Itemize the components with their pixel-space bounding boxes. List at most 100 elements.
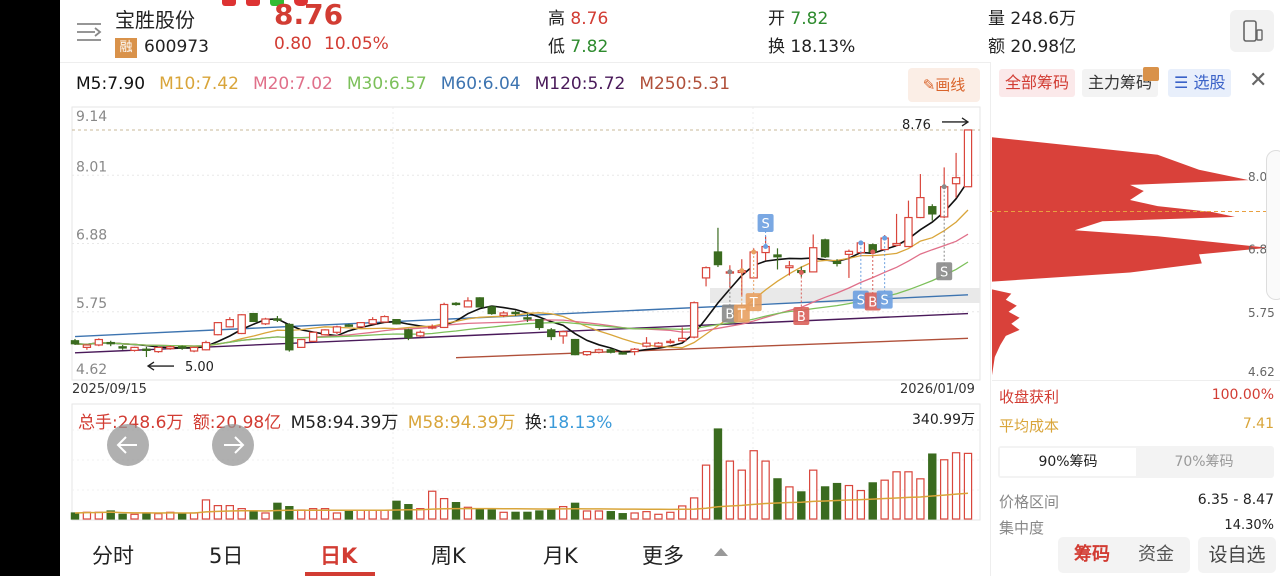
candle-body — [285, 323, 294, 351]
tab-all-chips[interactable]: 全部筹码 — [999, 69, 1076, 97]
candle-body — [558, 331, 568, 337]
candle — [118, 344, 127, 350]
date-start: 2025/09/15 — [72, 382, 147, 397]
volume-bar — [809, 469, 818, 520]
candle-body — [892, 242, 901, 246]
chip-panel — [990, 62, 1280, 576]
candle — [297, 338, 306, 348]
candle-body — [916, 196, 925, 219]
turnover-label: 换 — [768, 37, 785, 57]
candle — [106, 340, 115, 347]
chip-profile — [992, 289, 1020, 376]
signal-marker-label: B — [868, 295, 877, 310]
scroll-right-button[interactable] — [212, 424, 254, 466]
signal-dot — [941, 184, 947, 190]
volume-bar — [892, 471, 901, 520]
volume-bar — [654, 513, 663, 520]
open-value: 7.82 — [790, 9, 829, 29]
candle — [689, 301, 699, 339]
tab-period[interactable]: 分时 — [92, 544, 134, 568]
candle — [606, 348, 616, 354]
signal-marker — [936, 262, 953, 281]
high-label: 高 — [548, 9, 565, 29]
candle-body — [630, 348, 639, 353]
volume-bar — [142, 512, 151, 520]
chip-price-tick: 4.62 — [1248, 365, 1275, 379]
volume-bar — [963, 452, 973, 520]
signal-dot — [882, 235, 888, 241]
price-tick-label: 4.62 — [76, 362, 107, 378]
candle — [439, 302, 449, 329]
chip-price-tick: 5.75 — [1248, 306, 1275, 320]
candle-body — [463, 300, 473, 308]
candle-body — [689, 302, 699, 338]
signal-marker-label: S — [857, 294, 865, 309]
volume-ma-line — [74, 492, 969, 514]
candle-body — [332, 326, 342, 333]
candle-body — [213, 322, 223, 336]
more-triangle-icon[interactable] — [714, 548, 728, 556]
volume-bar — [916, 478, 925, 520]
arrow-left-icon — [146, 361, 174, 371]
candle-body — [82, 344, 92, 348]
volume-bar — [428, 490, 437, 520]
toggle-70[interactable]: 70%筹码 — [1174, 454, 1234, 470]
volume-bar — [189, 512, 199, 520]
candle-body — [832, 261, 842, 265]
candle — [951, 152, 961, 198]
candle-body — [820, 239, 830, 258]
open-label: 开 — [768, 9, 785, 29]
candle-body — [809, 247, 818, 273]
tab-period[interactable]: 更多 — [642, 544, 684, 568]
ma-legend-item: M120:5.72 — [534, 74, 626, 94]
candle — [678, 327, 687, 342]
volume-bar — [773, 478, 782, 520]
avg-cost-value: 7.41 — [1242, 416, 1274, 432]
device-switch-button[interactable] — [1230, 10, 1274, 52]
candle — [654, 341, 663, 348]
candle-body — [189, 346, 199, 352]
candle-body — [249, 312, 258, 323]
ma-line-m60 — [74, 294, 969, 338]
candle-body — [606, 349, 616, 353]
candle-body — [320, 329, 330, 336]
volume-bar — [951, 452, 961, 520]
left-black-bar — [0, 0, 60, 576]
toggle-90[interactable]: 90%筹码 — [1000, 448, 1136, 476]
candle — [451, 302, 461, 306]
candle — [201, 340, 211, 351]
signal-dot — [870, 249, 876, 255]
price-tick-label: 6.88 — [76, 228, 107, 244]
draw-line-label: 画线 — [935, 76, 966, 94]
funds-button[interactable]: 资金 — [1138, 544, 1174, 565]
candle — [166, 345, 175, 350]
scroll-left-button[interactable] — [107, 424, 149, 466]
draw-line-button[interactable]: ✎画线 — [908, 68, 980, 102]
candle — [535, 318, 544, 330]
add-watchlist-button[interactable]: 设自选 — [1198, 537, 1276, 573]
candle — [428, 324, 437, 330]
ma-legend: M5:7.90 M10:7.42 M20:7.02 M30:6.57 M60:6.04 M… — [76, 74, 744, 94]
volume-bar — [297, 509, 306, 520]
stock-picker-button[interactable]: ☰ 选股 — [1168, 69, 1232, 97]
panel-pull-tab[interactable] — [1266, 150, 1280, 300]
candle — [570, 338, 580, 356]
ma-legend-item: M10:7.42 — [159, 74, 239, 94]
candle-body — [535, 319, 544, 329]
chips-button[interactable]: 筹码 — [1074, 544, 1110, 565]
tab-period[interactable]: 月K — [543, 544, 578, 568]
tab-period[interactable]: 日K — [320, 544, 358, 568]
signal-dot — [727, 269, 733, 275]
candle-body — [904, 216, 913, 248]
tab-period[interactable]: 5日 — [209, 544, 244, 568]
tab-period[interactable]: 周K — [431, 544, 466, 568]
candle — [308, 331, 318, 342]
signal-marker-label: B — [797, 310, 806, 325]
volume-bar — [451, 502, 461, 520]
candle-body — [642, 342, 651, 347]
menu-icon[interactable] — [76, 20, 102, 44]
concentration-label: 集中度 — [999, 519, 1045, 536]
volume-bar — [535, 510, 544, 520]
tab-main-chips[interactable]: 主力筹码 — [1082, 69, 1159, 97]
close-icon[interactable]: ✕ — [1249, 68, 1268, 93]
